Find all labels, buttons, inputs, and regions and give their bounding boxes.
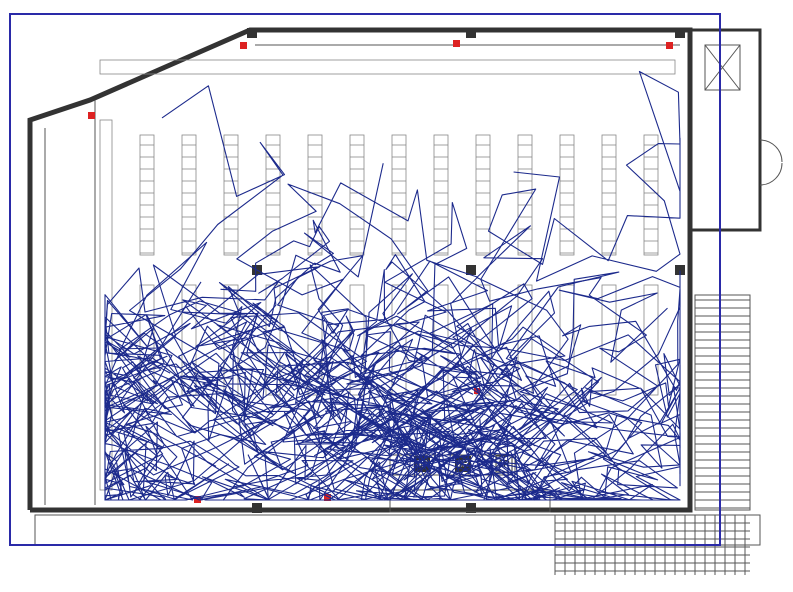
shelf	[559, 134, 575, 256]
sidewalk	[34, 514, 761, 546]
shelf	[307, 134, 323, 256]
shelf	[433, 134, 449, 256]
elevator	[704, 44, 741, 91]
shelf	[643, 284, 659, 396]
column	[252, 503, 262, 513]
stairs	[695, 299, 750, 509]
shelf	[139, 134, 155, 256]
trajectory	[104, 286, 681, 501]
trajectory	[104, 163, 569, 501]
trajectories	[104, 70, 681, 501]
sensor	[666, 42, 673, 49]
shelf	[517, 134, 533, 256]
sensor	[474, 388, 480, 394]
wall-shelf	[99, 59, 676, 75]
shelf	[349, 284, 365, 396]
tracking-area	[9, 13, 721, 546]
trajectory	[104, 264, 681, 501]
column	[247, 28, 257, 38]
sensor	[453, 40, 460, 47]
column	[466, 503, 476, 513]
column	[675, 28, 685, 38]
column	[466, 28, 476, 38]
stairs	[694, 294, 751, 511]
trajectory	[104, 85, 681, 501]
shelf	[223, 134, 239, 256]
shelf	[391, 134, 407, 256]
shelf	[475, 134, 491, 256]
sensor	[88, 112, 95, 119]
shelf	[265, 134, 281, 256]
shelf	[181, 134, 197, 256]
column	[466, 265, 476, 275]
sensor	[240, 42, 247, 49]
counter	[389, 489, 551, 513]
elevator	[704, 44, 741, 91]
shelves	[99, 59, 676, 491]
door	[759, 139, 783, 186]
shelf	[181, 284, 197, 396]
sensor	[324, 494, 331, 501]
shelf	[643, 134, 659, 256]
shelf	[349, 134, 365, 256]
annex	[688, 28, 762, 232]
trajectory	[322, 70, 681, 501]
column	[675, 265, 685, 275]
shelf	[601, 134, 617, 256]
